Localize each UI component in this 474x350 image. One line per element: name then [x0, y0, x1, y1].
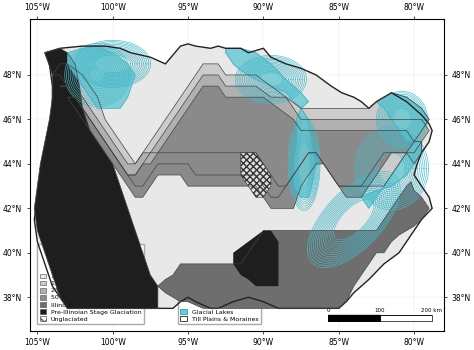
- Polygon shape: [293, 108, 316, 197]
- Polygon shape: [34, 48, 158, 308]
- Polygon shape: [34, 44, 432, 308]
- Polygon shape: [376, 93, 429, 142]
- Polygon shape: [53, 64, 429, 186]
- Polygon shape: [361, 142, 421, 208]
- Polygon shape: [158, 182, 429, 308]
- Polygon shape: [241, 153, 271, 197]
- Polygon shape: [60, 75, 429, 197]
- Polygon shape: [67, 46, 135, 108]
- Polygon shape: [233, 231, 278, 286]
- Polygon shape: [67, 86, 421, 208]
- Polygon shape: [226, 48, 309, 108]
- Legend: Glacial Lakes, Till Plains & Moraines: Glacial Lakes, Till Plains & Moraines: [178, 299, 261, 324]
